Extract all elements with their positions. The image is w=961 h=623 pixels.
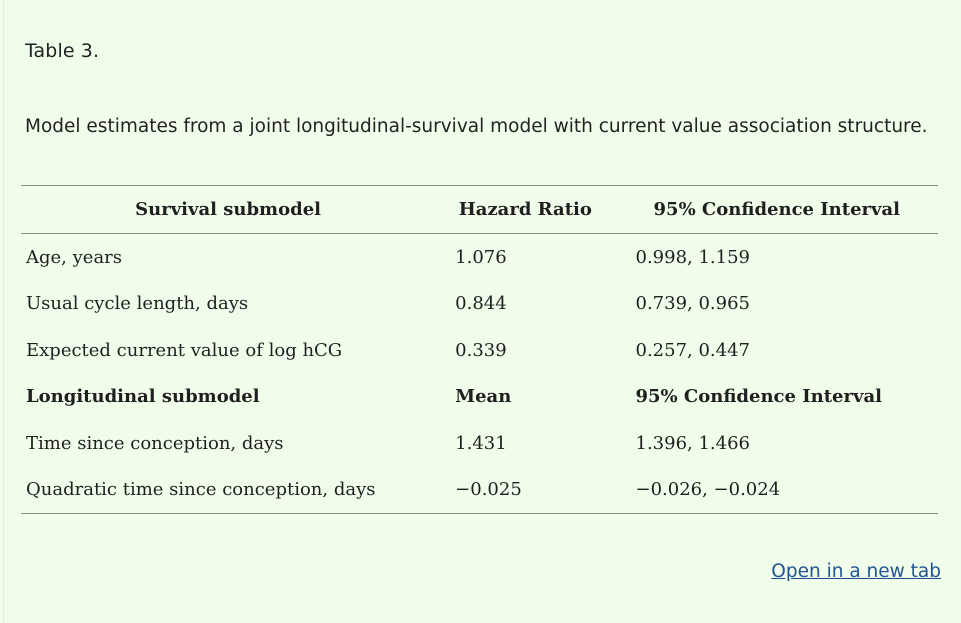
table-label: Table 3. bbox=[25, 40, 100, 62]
row-interval: 0.257, 0.447 bbox=[635, 339, 751, 361]
table-panel: Table 3. Model estimates from a joint lo… bbox=[3, 0, 961, 623]
row-value: −0.025 bbox=[435, 466, 616, 514]
section-header-mean: Mean bbox=[455, 386, 512, 408]
data-table: Survival submodel Hazard Ratio 95% Confi… bbox=[21, 185, 938, 514]
header-survival-submodel: Survival submodel bbox=[21, 185, 436, 234]
section-label-longitudinal-submodel: Longitudinal submodel bbox=[26, 386, 260, 408]
table-row: Age, years 1.076 0.998, 1.159 bbox=[21, 234, 938, 281]
table-row: Time since conception, days 1.431 1.396,… bbox=[21, 420, 938, 467]
row-label: Expected current value of log hCG bbox=[26, 339, 343, 361]
table-header: Survival submodel Hazard Ratio 95% Confi… bbox=[21, 185, 938, 234]
table-row: Expected current value of log hCG 0.339 … bbox=[21, 327, 938, 374]
table-row: Usual cycle length, days 0.844 0.739, 0.… bbox=[21, 281, 938, 328]
row-value: 0.339 bbox=[455, 339, 507, 361]
row-value: 1.076 bbox=[455, 246, 507, 268]
header-hazard-ratio: Hazard Ratio bbox=[435, 185, 616, 234]
section-header-confidence-interval: 95% Confidence Interval bbox=[635, 386, 882, 408]
row-interval: 0.739, 0.965 bbox=[635, 293, 751, 315]
header-row: Survival submodel Hazard Ratio 95% Confi… bbox=[21, 185, 938, 234]
row-interval: 1.396, 1.466 bbox=[635, 432, 751, 454]
section-header-row: Longitudinal submodel Mean 95% Confidenc… bbox=[21, 374, 938, 421]
row-label: Usual cycle length, days bbox=[26, 293, 249, 315]
row-label: Quadratic time since conception, days bbox=[21, 466, 436, 514]
table-row: Quadratic time since conception, days −0… bbox=[21, 466, 938, 514]
row-value: 0.844 bbox=[455, 293, 507, 315]
row-label: Age, years bbox=[26, 246, 123, 268]
header-confidence-interval: 95% Confidence Interval bbox=[615, 185, 938, 234]
open-in-new-tab-link[interactable]: Open in a new tab bbox=[771, 561, 941, 582]
row-interval: −0.026, −0.024 bbox=[615, 466, 938, 514]
table-caption: Model estimates from a joint longitudina… bbox=[25, 116, 928, 137]
row-label: Time since conception, days bbox=[26, 432, 284, 454]
row-value: 1.431 bbox=[455, 432, 507, 454]
table-body: Age, years 1.076 0.998, 1.159 Usual cycl… bbox=[21, 234, 938, 514]
row-interval: 0.998, 1.159 bbox=[635, 246, 751, 268]
